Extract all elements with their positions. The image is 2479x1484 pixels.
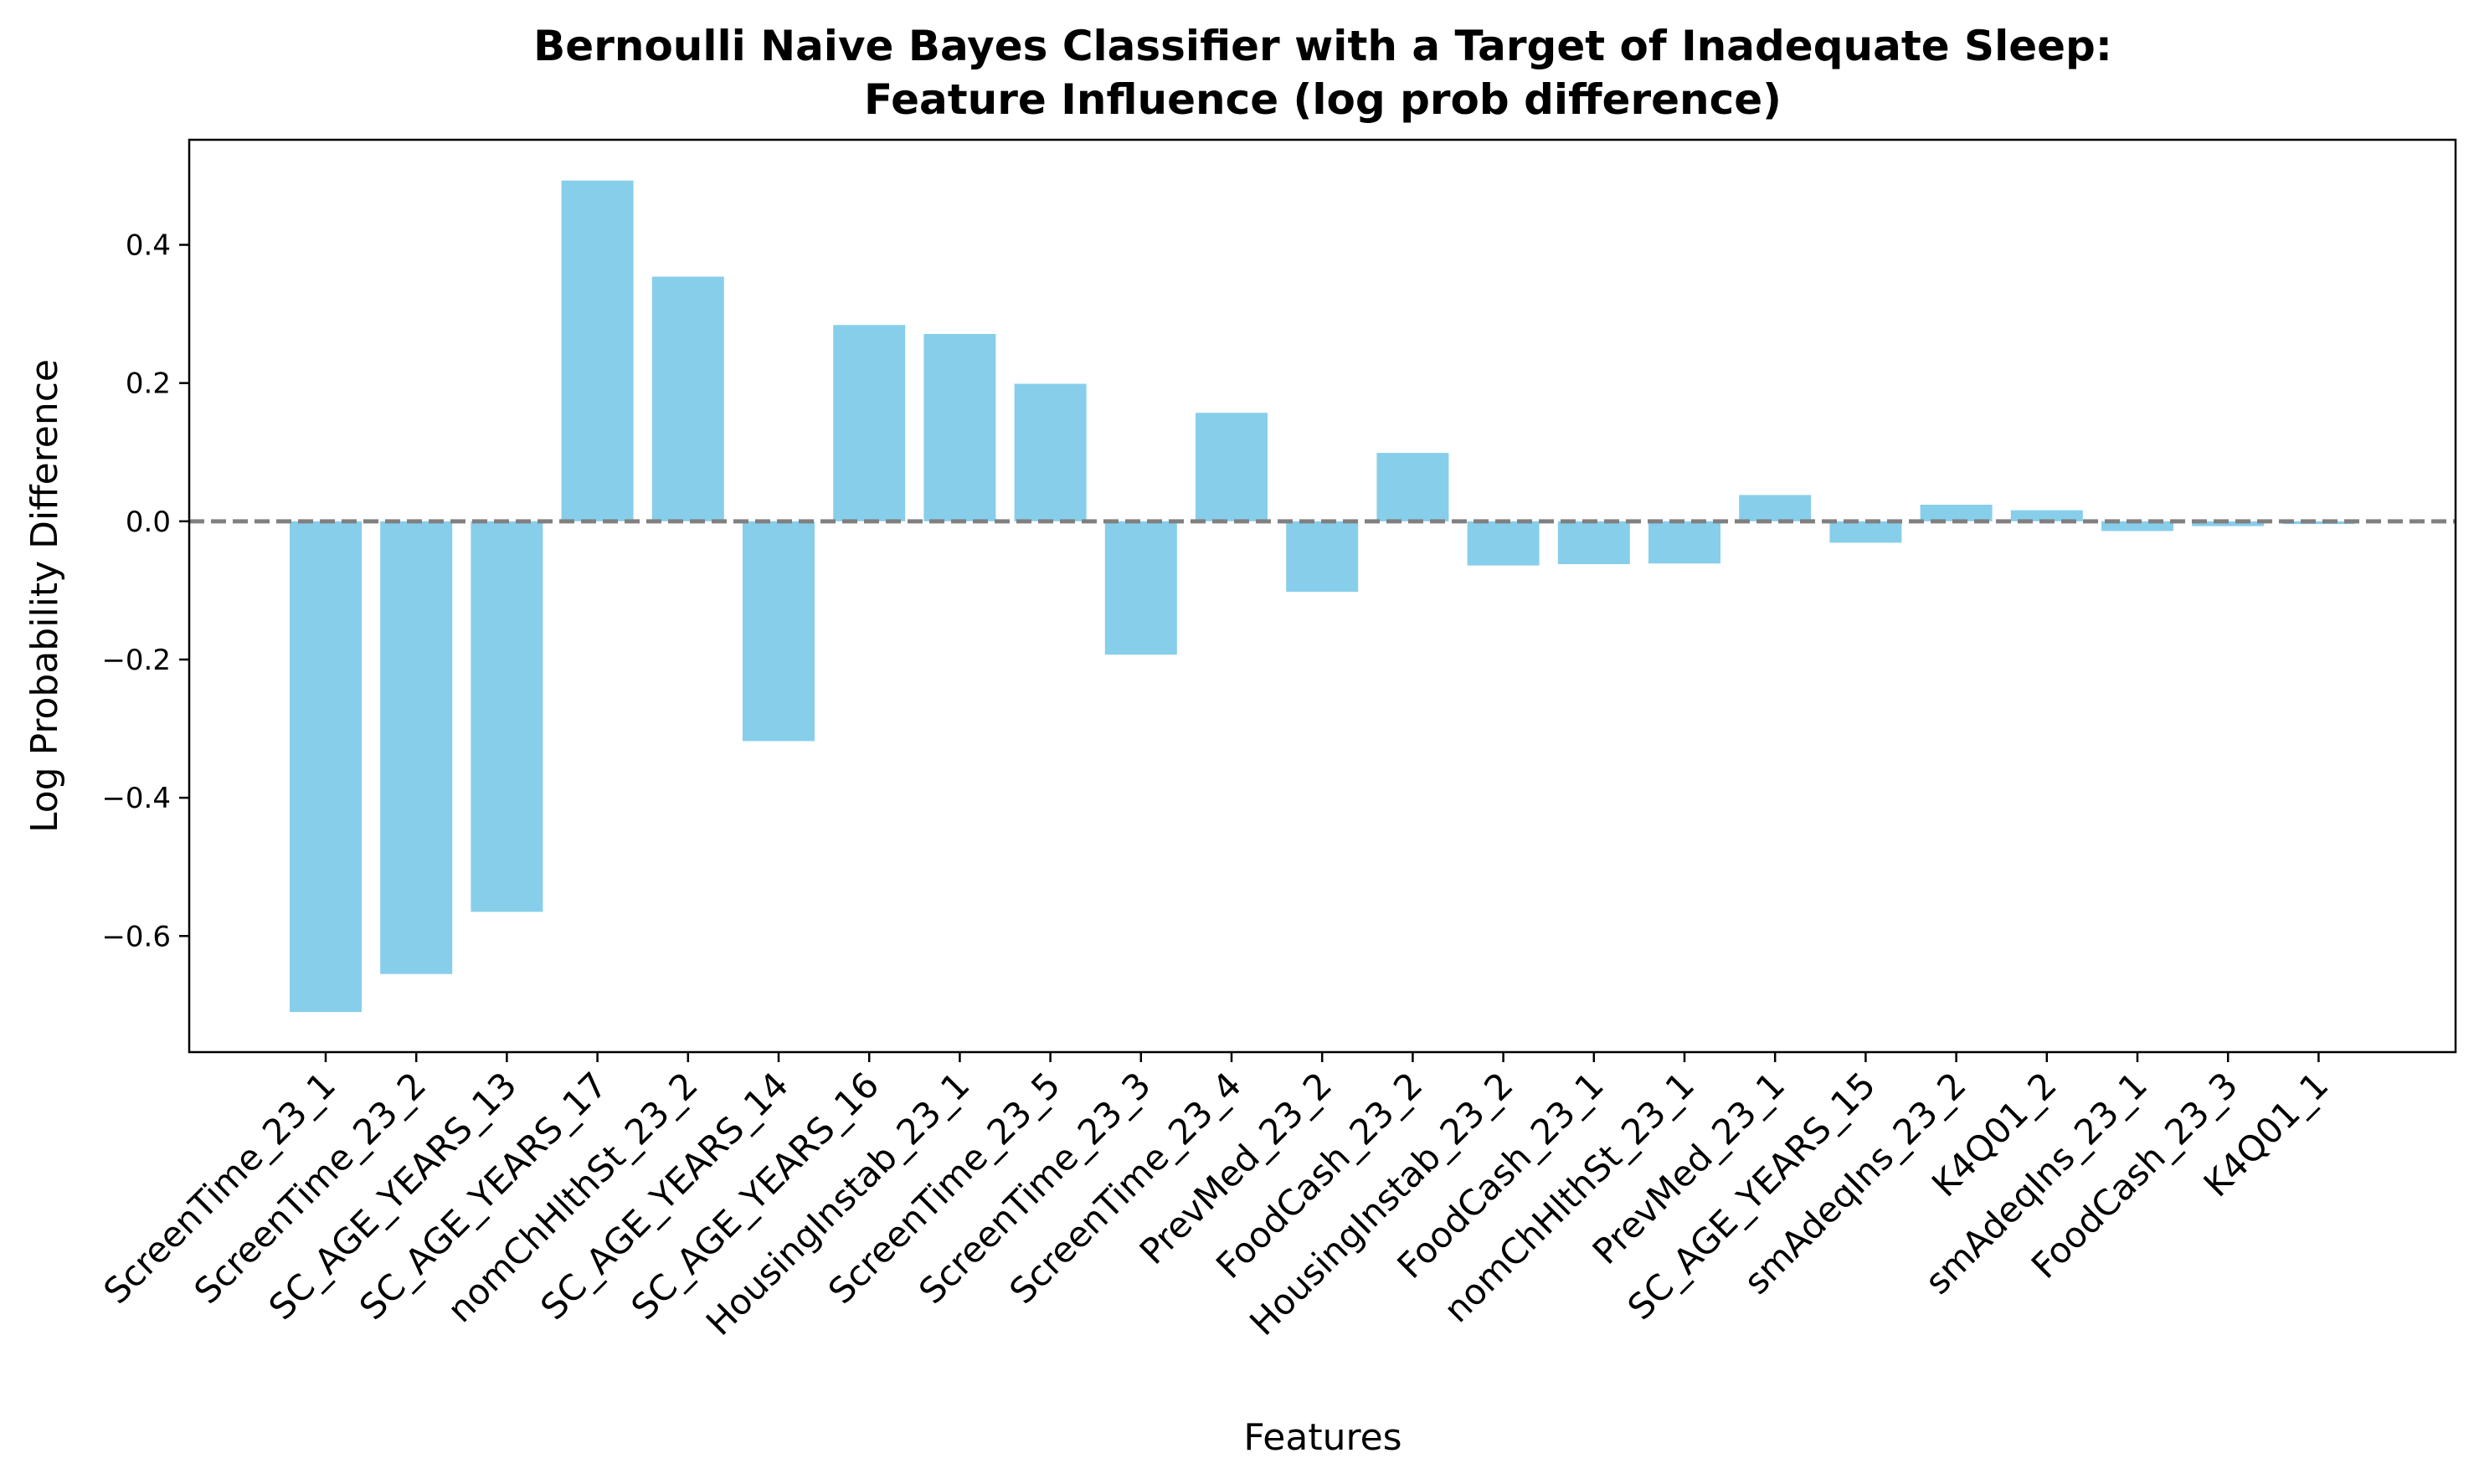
bar-SC_AGE_YEARS_13	[471, 521, 543, 912]
y-tick-label: 0.2	[126, 367, 171, 401]
y-tick-label: 0.4	[126, 229, 171, 263]
bar-FoodCash_23_3	[2192, 521, 2265, 526]
bar-nomChHlthSt_23_2	[651, 276, 724, 521]
bar-K4Q01_2	[2010, 510, 2083, 521]
bar-ScreenTime_23_4	[1196, 413, 1268, 521]
bar-K4Q01_1	[2282, 521, 2355, 525]
bar-SC_AGE_YEARS_15	[1829, 521, 1902, 543]
bar-SC_AGE_YEARS_14	[743, 521, 815, 742]
bar-PrevMed_23_1	[1739, 495, 1812, 521]
bar-ScreenTime_23_1	[290, 521, 362, 1013]
y-axis-label: Log Probability Difference	[23, 359, 66, 833]
y-tick-label: −0.6	[101, 920, 171, 953]
y-tick-label: −0.4	[101, 782, 171, 815]
bar-FoodCash_23_1	[1557, 521, 1630, 564]
bar-SC_AGE_YEARS_16	[833, 325, 906, 521]
y-tick-label: 0.0	[126, 506, 171, 539]
y-tick-label: −0.2	[101, 644, 171, 677]
bar-ScreenTime_23_2	[380, 521, 453, 974]
bar-HousingInstab_23_1	[923, 334, 996, 521]
bar-nomChHlthSt_23_1	[1648, 521, 1720, 564]
bar-smAdeqIns_23_2	[1920, 505, 1993, 521]
x-axis-label: Features	[1243, 1416, 1402, 1459]
bar-ScreenTime_23_3	[1104, 521, 1177, 655]
chart-title: Bernoulli Naive Bayes Classifier with a …	[533, 22, 2112, 70]
plot-area: −0.6−0.4−0.20.00.20.4ScreenTime_23_1Scre…	[95, 138, 2457, 1343]
bar-FoodCash_23_2	[1376, 453, 1449, 521]
bar-SC_AGE_YEARS_17	[561, 180, 634, 521]
bar-PrevMed_23_2	[1286, 521, 1359, 592]
bar-HousingInstab_23_2	[1467, 521, 1540, 566]
chart-subtitle: Feature Influence (log prob difference)	[864, 75, 1782, 124]
bar-ScreenTime_23_5	[1014, 383, 1087, 521]
bar-smAdeqIns_23_1	[2101, 521, 2173, 531]
